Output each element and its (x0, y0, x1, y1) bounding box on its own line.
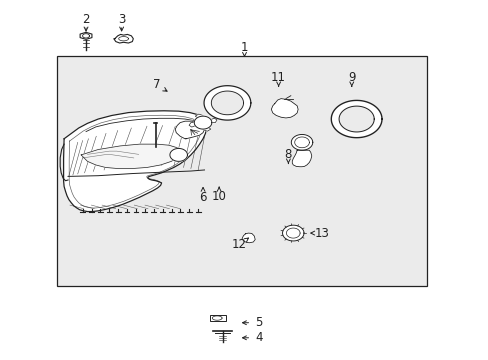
Polygon shape (271, 99, 298, 118)
Polygon shape (80, 32, 92, 39)
Text: 11: 11 (270, 71, 285, 84)
Polygon shape (81, 144, 181, 168)
Text: 5: 5 (255, 316, 262, 329)
Text: 8: 8 (284, 148, 291, 161)
Text: 4: 4 (255, 331, 263, 344)
Text: 13: 13 (314, 226, 329, 239)
Text: 10: 10 (211, 190, 226, 203)
Polygon shape (114, 35, 133, 43)
Polygon shape (291, 134, 312, 150)
Polygon shape (169, 148, 187, 161)
Text: 9: 9 (347, 71, 355, 84)
Text: 3: 3 (118, 13, 125, 26)
Text: 1: 1 (240, 41, 248, 54)
Text: 7: 7 (153, 78, 160, 91)
Polygon shape (203, 123, 210, 131)
Polygon shape (203, 118, 217, 123)
Polygon shape (63, 111, 206, 212)
Polygon shape (242, 233, 255, 243)
Polygon shape (338, 106, 373, 132)
Polygon shape (211, 91, 243, 115)
Text: 2: 2 (82, 13, 90, 26)
Polygon shape (282, 225, 304, 241)
Polygon shape (331, 100, 381, 138)
Polygon shape (194, 116, 211, 129)
Polygon shape (189, 123, 203, 127)
Bar (210, 315, 225, 321)
Text: 6: 6 (199, 191, 206, 204)
Polygon shape (195, 114, 203, 123)
Text: 12: 12 (232, 238, 246, 251)
Polygon shape (292, 150, 311, 167)
Polygon shape (203, 86, 250, 120)
Bar (57, 56, 427, 286)
Polygon shape (175, 121, 204, 139)
